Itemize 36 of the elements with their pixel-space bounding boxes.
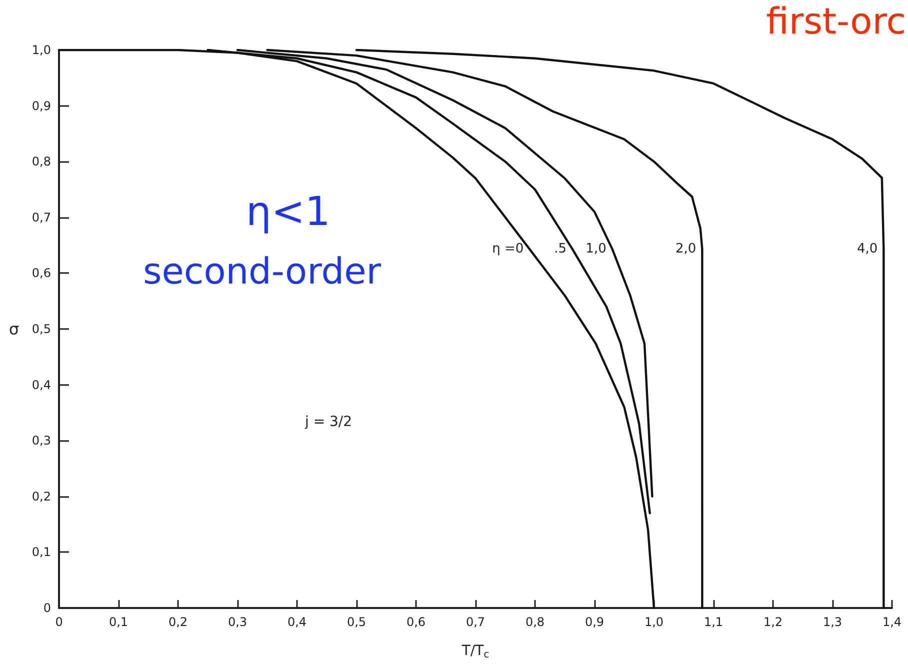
x-tick-label: 0,4 (287, 615, 307, 629)
y-tick-label: 0,2 (32, 489, 51, 504)
y-tick-label: 0,8 (32, 154, 51, 169)
y-tick-label: 0 (43, 601, 51, 615)
y-tick-label: 0,7 (32, 210, 51, 224)
x-tick-label: 0,9 (584, 615, 604, 629)
series-label: .5 (554, 242, 566, 257)
y-tick-label: 0,4 (32, 378, 51, 392)
y-tick-label: 0,6 (32, 266, 51, 280)
x-tick-label: 1,1 (704, 615, 724, 629)
x-tick-label: 1,2 (763, 615, 783, 629)
x-tick-label: 0,3 (228, 615, 248, 629)
y-tick-label: 0,1 (32, 545, 51, 560)
x-tick-label: 0,1 (108, 615, 128, 629)
y-tick-label: 0,5 (32, 322, 51, 336)
x-tick-label: 0,5 (346, 615, 366, 629)
annotation: η<1 (246, 189, 330, 235)
y-axis-title: σ (8, 320, 19, 338)
y-tick-label: 1,0 (32, 43, 51, 57)
text: first-orc (766, 2, 906, 42)
x-tick-label: 0,2 (168, 615, 188, 629)
y-tick-label: 0,3 (32, 434, 51, 448)
annotation: j = 3/2 (304, 414, 352, 430)
x-tick-label: 1,3 (822, 615, 842, 629)
x-tick-label: 0,6 (406, 615, 426, 629)
series-label: η =0 (492, 242, 524, 257)
y-tick-label: 0,9 (32, 98, 51, 113)
series-label: 2,0 (676, 242, 696, 257)
x-tick-label: 1,0 (644, 615, 664, 629)
x-tick-label: 1,4 (882, 615, 902, 629)
series-label: 4,0 (856, 242, 878, 257)
series-label: 1,0 (586, 242, 606, 257)
x-tick-label: 0,8 (525, 615, 545, 629)
x-tick-label: 0 (55, 615, 63, 629)
annotation: second-order (143, 252, 382, 292)
x-tick-label: 0,7 (466, 615, 486, 629)
